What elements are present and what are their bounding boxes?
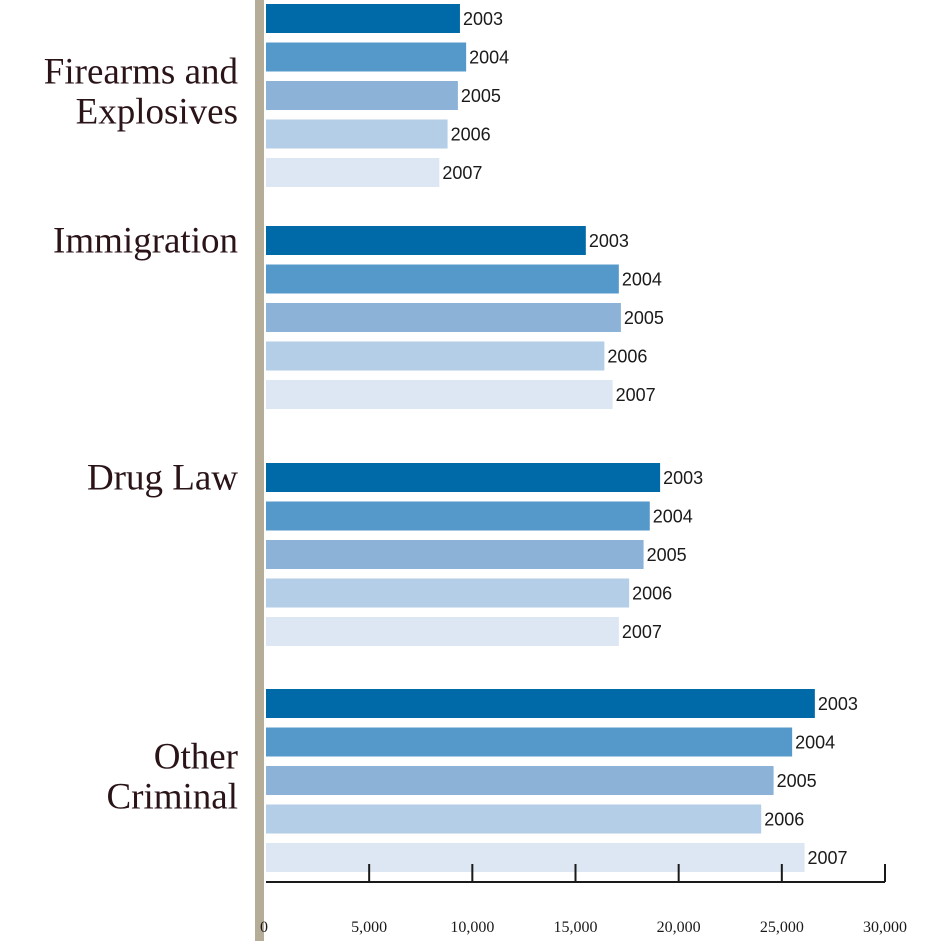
bar-year-label: 2003 (589, 231, 629, 251)
category-label: Firearms and (44, 52, 239, 93)
bar (266, 4, 460, 33)
bar (266, 727, 793, 757)
bar (266, 804, 762, 834)
bar (266, 578, 630, 608)
x-tick-label: 20,000 (657, 919, 701, 936)
x-tick-label: 30,000 (863, 919, 907, 936)
bar (266, 540, 644, 569)
bar-year-label: 2007 (442, 163, 482, 183)
bar-year-label: 2005 (777, 771, 817, 791)
bar-year-label: 2007 (622, 622, 662, 642)
bar-year-label: 2005 (647, 545, 687, 565)
x-tick-label: 0 (260, 919, 268, 936)
bar-year-label: 2006 (764, 810, 804, 830)
bar (266, 617, 619, 646)
bar (266, 81, 458, 110)
category-label: Immigration (53, 221, 238, 262)
x-tick-label: 5,000 (351, 919, 387, 936)
x-tick-label: 10,000 (450, 919, 494, 936)
bar-year-label: 2004 (469, 48, 509, 68)
bar-year-label: 2004 (653, 507, 693, 527)
bar-year-label: 2006 (451, 125, 491, 145)
bar-year-label: 2003 (818, 694, 858, 714)
bar (266, 158, 440, 187)
x-tick-label: 15,000 (554, 919, 598, 936)
bar (266, 463, 661, 492)
bar (266, 119, 448, 149)
bar-year-label: 2004 (795, 733, 835, 753)
bar-year-label: 2003 (463, 9, 503, 29)
bar-year-label: 2007 (616, 385, 656, 405)
bar (266, 689, 815, 718)
category-label: Other (154, 737, 238, 778)
bar (266, 766, 774, 795)
x-tick-label: 25,000 (760, 919, 804, 936)
bar (266, 303, 621, 332)
bar-year-label: 2004 (622, 270, 662, 290)
bar (266, 264, 619, 294)
category-label: Criminal (106, 777, 238, 818)
bar (266, 226, 586, 255)
bar (266, 380, 613, 409)
bar (266, 843, 805, 872)
bar (266, 341, 605, 371)
bar-year-label: 2005 (624, 308, 664, 328)
y-axis-band (255, 0, 264, 941)
bar (266, 501, 650, 531)
bar-year-label: 2006 (607, 347, 647, 367)
bar (266, 42, 467, 72)
bar-year-label: 2007 (808, 848, 848, 868)
bar-year-label: 2003 (663, 468, 703, 488)
category-label: Explosives (76, 92, 238, 133)
bar-year-label: 2005 (461, 86, 501, 106)
bar-year-label: 2006 (632, 584, 672, 604)
category-label: Drug Law (87, 458, 238, 499)
